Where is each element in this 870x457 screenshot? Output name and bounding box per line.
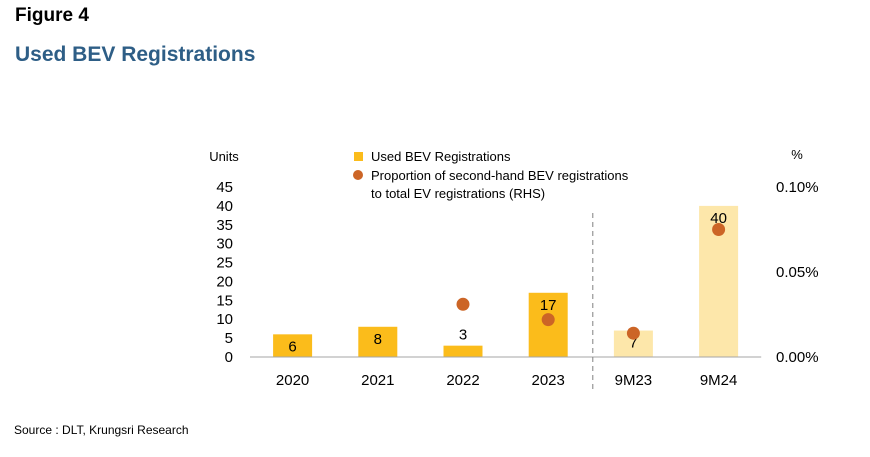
- y-tick-label: 25: [216, 255, 233, 272]
- bar-value-label: 3: [459, 327, 467, 344]
- y2-tick-label: 0.10%: [776, 179, 819, 196]
- y-tick-label: 15: [216, 292, 233, 309]
- legend-dot-label-line-1: Proportion of second-hand BEV registrati…: [371, 168, 629, 183]
- left-axis-label: Units: [209, 149, 239, 164]
- y-tick-label: 10: [216, 311, 233, 328]
- y-tick-label: 0: [225, 349, 233, 366]
- x-tick-label: 9M24: [700, 372, 738, 389]
- y-tick-label: 35: [216, 217, 233, 234]
- bar-value-label: 7: [629, 335, 637, 352]
- chart-title: Used BEV Registrations: [15, 43, 256, 66]
- proportion-dot: [712, 223, 726, 236]
- y-tick-label: 40: [216, 198, 233, 215]
- source-note: Source : DLT, Krungsri Research: [14, 423, 189, 437]
- y-tick-label: 20: [216, 273, 233, 290]
- legend-dot-swatch: [353, 170, 363, 180]
- legend-bar-label: Used BEV Registrations: [371, 149, 511, 164]
- bar-value-label: 17: [540, 297, 557, 314]
- right-axis-label: %: [791, 147, 803, 162]
- proportion-dot: [456, 297, 470, 311]
- bar: [358, 326, 398, 357]
- y-tick-label: 5: [225, 330, 233, 347]
- bar: [443, 345, 483, 357]
- x-tick-label: 2022: [446, 372, 479, 389]
- y2-tick-label: 0.05%: [776, 264, 819, 281]
- bar-value-label: 8: [374, 331, 382, 348]
- proportion-dot: [626, 326, 640, 340]
- x-tick-label: 9M23: [615, 372, 653, 389]
- bar-value-label: 6: [288, 338, 296, 355]
- y-tick-label: 45: [216, 179, 233, 196]
- bar-value-label: 40: [710, 210, 727, 227]
- y2-tick-label: 0.00%: [776, 349, 819, 366]
- bar: [273, 334, 313, 357]
- x-tick-label: 2020: [276, 372, 309, 389]
- x-tick-label: 2021: [361, 372, 394, 389]
- figure-label: Figure 4: [15, 5, 89, 26]
- y-tick-label: 30: [216, 236, 233, 253]
- legend-bar-swatch: [354, 152, 363, 161]
- legend-dot-label-line-2: to total EV registrations (RHS): [371, 186, 545, 201]
- proportion-dot: [541, 313, 555, 327]
- x-tick-label: 2023: [532, 372, 565, 389]
